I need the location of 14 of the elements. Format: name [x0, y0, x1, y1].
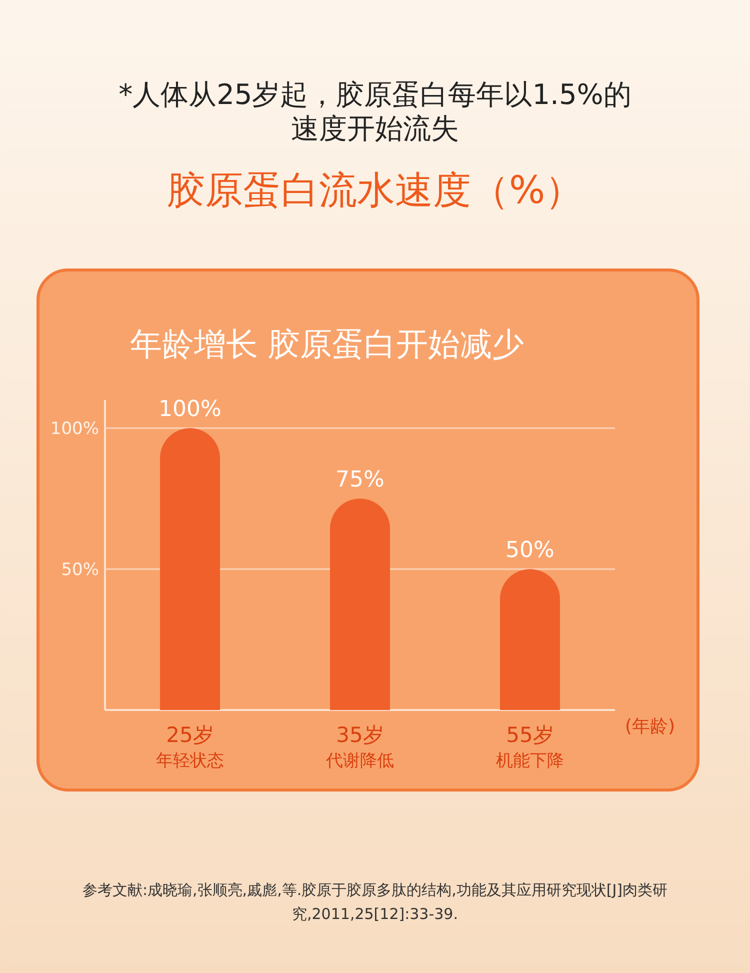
- x-axis-title: (年龄): [624, 716, 676, 737]
- x-tick-label: 25岁年轻状态: [156, 723, 224, 771]
- data-label: 100%: [158, 397, 222, 422]
- x-tick-label: 35岁代谢降低: [325, 723, 394, 771]
- x-tick-label: 55岁机能下降: [496, 723, 564, 771]
- chart-subtitle: *人体从25岁起，胶原蛋白每年以1.5%的速度开始流失: [118, 78, 632, 146]
- text: 参考文献:成晓瑜,张顺亮,戚彪,等.胶原于胶原多肽的结构,功能及其应用研究现状[J]肉类研究,2011,25[12]:33-39.: [81, 880, 669, 925]
- bar: [330, 498, 390, 710]
- chart-title: 胶原蛋白流水速度（%）: [166, 167, 584, 214]
- bar: [160, 428, 220, 710]
- text: 年龄增长 胶原蛋白开始减少: [130, 325, 524, 363]
- data-label: 75%: [336, 468, 384, 493]
- bar: [500, 569, 560, 710]
- data-label: 50%: [506, 538, 554, 564]
